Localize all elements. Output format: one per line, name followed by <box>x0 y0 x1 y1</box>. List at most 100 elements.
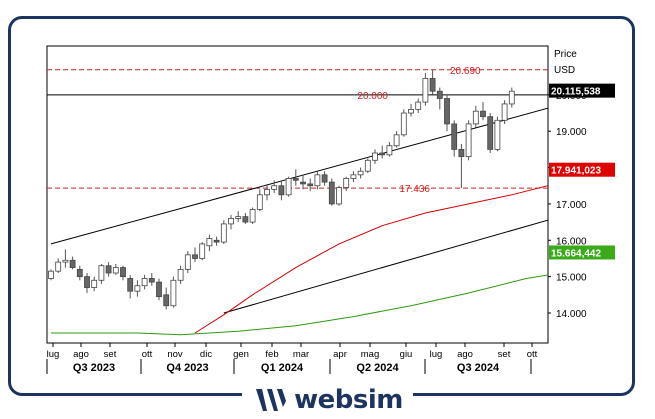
candle <box>487 113 494 154</box>
candle <box>364 158 371 174</box>
candle <box>292 169 299 186</box>
candle-body-up <box>249 208 256 223</box>
candle-body-up <box>235 216 242 219</box>
level-label: 20.690 <box>450 66 481 77</box>
candle <box>336 185 342 206</box>
candle <box>501 100 508 124</box>
month-label: lug <box>430 349 443 360</box>
channel-lower-line <box>223 219 548 314</box>
candle <box>213 236 220 246</box>
candle <box>400 109 407 137</box>
candle <box>206 234 213 252</box>
candle <box>112 263 119 275</box>
candle <box>300 174 306 190</box>
candle <box>264 183 270 201</box>
candle-body-down <box>307 183 314 187</box>
month-label: set <box>104 349 117 360</box>
y-tick-label: 16.000 <box>556 236 587 247</box>
candle-body-down <box>148 278 155 283</box>
candle-body-up <box>62 259 69 263</box>
candle <box>429 69 436 95</box>
candle-body-up <box>314 174 321 187</box>
month-label: gen <box>233 349 249 360</box>
price-badge-label: 15.664,442 <box>551 248 601 259</box>
candle <box>242 213 249 224</box>
price-badge-label: 20.115,538 <box>551 87 601 98</box>
candle-body-up <box>98 265 105 281</box>
y-tick-label: 17.000 <box>556 200 587 211</box>
logo-text: websim <box>294 385 403 415</box>
candle <box>372 149 378 164</box>
month-label: ago <box>457 349 473 360</box>
quarter-label: Q3 2024 <box>457 362 500 374</box>
candle-body-down <box>84 276 90 288</box>
candle-body-up <box>256 194 263 210</box>
candle-body-up <box>228 218 234 225</box>
candle <box>91 276 98 292</box>
month-label: lug <box>47 349 60 360</box>
candle-body-up <box>91 279 98 288</box>
level-label: 20.000 <box>357 91 388 102</box>
candle <box>220 220 227 244</box>
price-badge-bg <box>549 162 615 177</box>
candle <box>494 116 501 152</box>
candle-body-down <box>156 281 162 298</box>
candle-body-down <box>436 90 443 99</box>
candle <box>393 131 400 148</box>
candle <box>48 269 54 281</box>
month-label: set <box>498 349 511 360</box>
candle-body-down <box>127 278 134 292</box>
green-moving-average-line <box>51 274 548 336</box>
candle <box>314 171 321 190</box>
candle <box>357 167 364 179</box>
candle <box>480 102 486 121</box>
candle-body-up <box>494 119 501 150</box>
candle-body-up <box>501 103 508 121</box>
candle <box>472 105 479 128</box>
candle <box>134 280 141 297</box>
month-label: mag <box>361 349 379 360</box>
y-tick-label: 19.000 <box>556 127 587 138</box>
candle-body-down <box>480 110 486 118</box>
candle <box>451 120 458 157</box>
candle <box>307 178 314 192</box>
candle-body-up <box>206 238 213 247</box>
y-tick-label: 15.000 <box>556 273 587 284</box>
candle <box>285 176 292 197</box>
candle <box>408 103 414 117</box>
month-label: ago <box>73 349 89 360</box>
candle <box>76 265 83 281</box>
candle <box>98 263 105 284</box>
candle <box>249 207 256 224</box>
websim-w-logo-icon <box>256 389 287 411</box>
candle <box>163 287 170 310</box>
candle-body-down <box>292 178 299 181</box>
candle-body-up <box>55 261 62 272</box>
candle-body-down <box>69 259 76 268</box>
price-badge: 20.115,538 <box>549 83 615 98</box>
candle-body-up <box>285 178 292 196</box>
candle-body-up <box>134 285 141 292</box>
candle-body-down <box>192 254 198 259</box>
price-badge: 15.664,442 <box>549 245 615 260</box>
plot-area <box>46 45 549 344</box>
candle-body-up <box>112 267 119 274</box>
candle-body-down <box>451 123 458 150</box>
candle <box>458 143 465 189</box>
candle-body-up <box>408 108 414 114</box>
candle-body-up <box>357 170 364 176</box>
candle-body-up <box>364 159 371 172</box>
quarter-label: Q1 2024 <box>261 362 304 374</box>
candle-body-up <box>386 145 393 156</box>
candle-body-up <box>422 78 429 103</box>
candle-body-up <box>372 152 378 161</box>
candle-body-down <box>458 148 465 158</box>
price-axis-title: Price <box>554 49 577 60</box>
candle <box>127 274 134 299</box>
candle-body-down <box>444 98 450 125</box>
candle-body-up <box>400 112 407 136</box>
candle-body-down <box>487 116 494 150</box>
price-badge-label: 17.941,023 <box>551 166 601 177</box>
candle <box>184 251 191 274</box>
candle <box>235 211 242 223</box>
